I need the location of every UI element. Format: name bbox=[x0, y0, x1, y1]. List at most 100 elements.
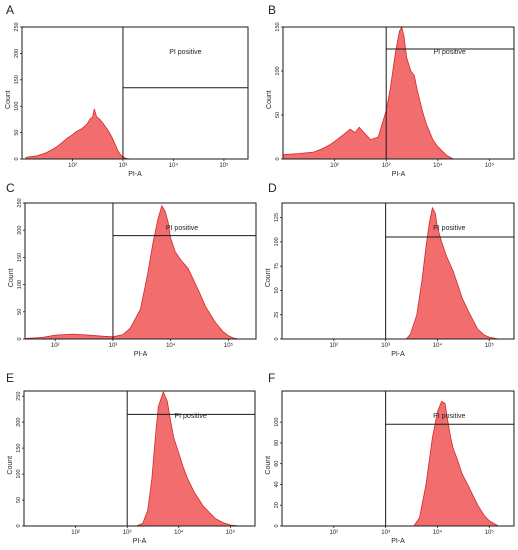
histogram-area bbox=[282, 25, 454, 160]
histogram-panel: D PI positive 0 25 50 75 100 125 10² 10³ 10⁴ 10⁵ PI-… bbox=[265, 181, 515, 358]
y-tick-label: 0 bbox=[275, 157, 281, 160]
y-tick-label: 100 bbox=[274, 237, 280, 246]
plot-frame bbox=[282, 26, 515, 160]
y-tick-label: 150 bbox=[14, 75, 20, 84]
panel-letter: A bbox=[6, 3, 14, 17]
y-tick-label: 200 bbox=[16, 418, 22, 427]
y-tick-label: 250 bbox=[14, 22, 20, 31]
y-tick-label: 0 bbox=[17, 337, 23, 340]
y-tick-label: 0 bbox=[16, 524, 22, 527]
y-tick-label: 50 bbox=[17, 309, 23, 315]
plot-frame bbox=[24, 202, 257, 340]
gate-label: PI positive bbox=[169, 49, 201, 56]
histogram-area bbox=[405, 206, 499, 340]
y-tick-label: 250 bbox=[17, 198, 23, 207]
x-tick-label: 10² bbox=[329, 343, 338, 349]
y-tick-label: 100 bbox=[14, 102, 20, 111]
y-tick-label: 0 bbox=[14, 157, 20, 160]
histogram-area bbox=[136, 390, 240, 527]
panel-letter: C bbox=[6, 181, 15, 195]
histogram-area bbox=[24, 204, 239, 340]
x-tick-label: 10³ bbox=[382, 163, 391, 169]
panel-letter: E bbox=[6, 371, 14, 385]
y-tick-label: 50 bbox=[16, 497, 22, 503]
x-tick-label: 10² bbox=[51, 343, 60, 349]
x-tick-label: 10⁴ bbox=[433, 529, 443, 536]
y-tick-label: 100 bbox=[274, 418, 280, 427]
x-tick-label: 10⁵ bbox=[224, 342, 234, 349]
panel-letter: B bbox=[268, 3, 276, 17]
y-tick-label: 150 bbox=[17, 253, 23, 262]
x-tick-label: 10³ bbox=[123, 530, 132, 536]
y-tick-label: 75 bbox=[274, 263, 280, 269]
y-axis-label: Count bbox=[265, 268, 272, 287]
gate-label: PI positive bbox=[433, 49, 465, 56]
plot-frame bbox=[281, 390, 515, 527]
y-axis-label: Count bbox=[266, 90, 273, 109]
x-axis-label: PI-A bbox=[391, 538, 405, 545]
histogram-panel: F PI positive 0 20 40 60 80 100 10² 10³ 10⁴ 10⁵ PI-A… bbox=[265, 371, 515, 545]
x-axis-label: PI-A bbox=[391, 351, 405, 358]
histogram-panel: B PI positive 0 50 100 150 10² 10³ 10⁴ 10⁵ PI-A Cou… bbox=[266, 3, 515, 178]
plot-frame bbox=[23, 390, 256, 527]
x-tick-label: 10⁵ bbox=[226, 529, 236, 536]
y-axis-label: Count bbox=[265, 456, 272, 475]
x-tick-label: 10⁵ bbox=[485, 529, 495, 536]
y-axis-label: Count bbox=[7, 456, 14, 475]
y-tick-label: 150 bbox=[16, 444, 22, 453]
x-tick-label: 10² bbox=[329, 530, 338, 536]
histogram-panel: E PI positive 0 50 100 150 200 250 10² 10³ 10⁴ 10⁵ P… bbox=[6, 371, 256, 545]
x-tick-label: 10⁴ bbox=[433, 342, 443, 349]
y-tick-label: 25 bbox=[274, 312, 280, 318]
y-tick-label: 20 bbox=[274, 502, 280, 508]
x-axis-label: PI-A bbox=[128, 171, 142, 178]
y-axis-label: Count bbox=[5, 90, 12, 109]
y-tick-label: 150 bbox=[275, 22, 281, 31]
y-tick-label: 50 bbox=[14, 130, 20, 136]
y-tick-label: 60 bbox=[274, 461, 280, 467]
x-tick-label: 10³ bbox=[381, 343, 390, 349]
y-tick-label: 125 bbox=[274, 213, 280, 222]
y-tick-label: 250 bbox=[16, 392, 22, 401]
x-tick-label: 10² bbox=[330, 163, 339, 169]
y-axis-label: Count bbox=[8, 268, 15, 287]
x-tick-label: 10⁴ bbox=[169, 162, 179, 169]
histogram-panel: C PI positive 0 50 100 150 200 250 10² 10³ 10⁴ 10⁵ P… bbox=[6, 181, 257, 358]
gate-label: PI positive bbox=[174, 413, 206, 420]
y-tick-label: 0 bbox=[274, 337, 280, 340]
x-axis-label: PI-A bbox=[134, 351, 148, 358]
x-tick-label: 10³ bbox=[119, 163, 128, 169]
x-tick-label: 10⁴ bbox=[166, 342, 176, 349]
x-tick-label: 10² bbox=[68, 163, 77, 169]
y-tick-label: 200 bbox=[14, 49, 20, 58]
histogram-area bbox=[413, 400, 500, 527]
histogram-panel: A PI positive 0 50 100 150 200 250 10² 10³ 10⁴ 10⁵ P… bbox=[5, 3, 249, 178]
gate-label: PI positive bbox=[433, 413, 465, 420]
y-tick-label: 80 bbox=[274, 440, 280, 446]
x-axis-label: PI-A bbox=[392, 171, 406, 178]
histogram-area bbox=[25, 108, 131, 160]
y-tick-label: 50 bbox=[274, 287, 280, 293]
y-tick-label: 40 bbox=[274, 481, 280, 487]
plot-frame bbox=[281, 202, 515, 340]
x-tick-label: 10³ bbox=[381, 530, 390, 536]
x-tick-label: 10⁵ bbox=[219, 162, 229, 169]
panel-letter: F bbox=[268, 371, 275, 385]
x-tick-label: 10³ bbox=[109, 343, 118, 349]
y-tick-label: 100 bbox=[17, 280, 23, 289]
x-tick-label: 10⁴ bbox=[174, 529, 184, 536]
x-tick-label: 10⁴ bbox=[433, 162, 443, 169]
gate-label: PI positive bbox=[166, 225, 198, 232]
y-tick-label: 100 bbox=[275, 66, 281, 75]
x-tick-label: 10² bbox=[71, 530, 80, 536]
x-axis-label: PI-A bbox=[133, 538, 147, 545]
y-tick-label: 50 bbox=[275, 112, 281, 118]
gate-label: PI positive bbox=[433, 225, 465, 232]
x-tick-label: 10⁵ bbox=[485, 162, 495, 169]
x-tick-label: 10⁵ bbox=[485, 342, 495, 349]
y-tick-label: 0 bbox=[274, 524, 280, 527]
y-tick-label: 200 bbox=[17, 226, 23, 235]
panel-letter: D bbox=[268, 181, 277, 195]
plot-frame bbox=[21, 26, 249, 160]
